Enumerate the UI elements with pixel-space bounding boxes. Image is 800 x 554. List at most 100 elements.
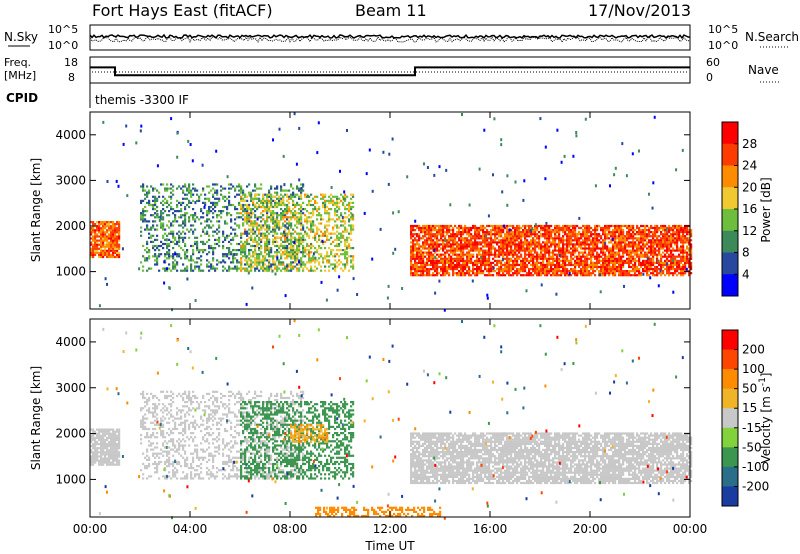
power-cell bbox=[498, 259, 501, 262]
power-cell bbox=[352, 228, 355, 231]
power-cell bbox=[446, 272, 449, 275]
power-cell bbox=[432, 247, 435, 250]
power-cell bbox=[140, 261, 143, 264]
power-cell bbox=[440, 233, 443, 236]
power-cell bbox=[570, 261, 573, 264]
power-cell bbox=[206, 210, 209, 213]
power-cell bbox=[632, 245, 635, 248]
power-cell bbox=[318, 261, 321, 264]
power-cell bbox=[604, 265, 607, 269]
power-cell bbox=[440, 237, 443, 240]
power-cell bbox=[580, 237, 583, 240]
power-cell bbox=[266, 269, 269, 272]
power-cell bbox=[150, 226, 153, 229]
power-cell bbox=[252, 199, 255, 202]
power-cell bbox=[482, 253, 485, 256]
power-cell bbox=[500, 265, 503, 269]
power-cell bbox=[574, 237, 577, 240]
power-cell bbox=[524, 226, 527, 230]
power-cell bbox=[280, 261, 283, 264]
power-cell bbox=[274, 244, 277, 248]
power-cell bbox=[276, 240, 279, 243]
power-cell bbox=[588, 253, 591, 256]
power-cell bbox=[190, 265, 193, 268]
power-cell bbox=[666, 272, 669, 275]
power-cell bbox=[424, 251, 427, 254]
power-cell bbox=[574, 268, 577, 271]
power-cell bbox=[454, 268, 457, 271]
power-cell bbox=[410, 229, 413, 232]
power-cell bbox=[636, 247, 639, 250]
power-cell bbox=[198, 197, 201, 200]
power-cell bbox=[438, 249, 441, 252]
power-cell bbox=[562, 251, 565, 254]
power-cell bbox=[496, 233, 499, 236]
power-cell bbox=[458, 272, 461, 275]
power-cell bbox=[634, 253, 637, 256]
power-cell bbox=[334, 253, 337, 256]
power-cell bbox=[232, 267, 235, 270]
power-cell bbox=[272, 222, 275, 225]
power-cell bbox=[560, 255, 563, 258]
power-cell bbox=[340, 267, 343, 270]
power-cell bbox=[414, 270, 417, 273]
power-cell bbox=[168, 226, 171, 229]
power-cell bbox=[652, 274, 655, 277]
power-cell bbox=[170, 232, 173, 235]
power-cell bbox=[192, 193, 195, 196]
power-cell bbox=[450, 245, 453, 248]
power-cell bbox=[502, 251, 505, 254]
power-cell bbox=[588, 247, 591, 250]
power-cell bbox=[146, 185, 149, 188]
power-cell bbox=[312, 230, 315, 233]
power-cell bbox=[100, 241, 103, 244]
power-cell bbox=[462, 265, 465, 269]
power-cell bbox=[496, 249, 499, 252]
power-cell bbox=[624, 272, 627, 275]
power-cell bbox=[584, 257, 587, 260]
power-cell bbox=[650, 247, 653, 250]
power-cell bbox=[276, 203, 279, 207]
power-cell bbox=[668, 235, 671, 238]
power-cell bbox=[260, 265, 263, 268]
power-cell bbox=[618, 224, 621, 228]
power-cell bbox=[92, 229, 95, 232]
power-cell bbox=[266, 203, 269, 207]
power-cell bbox=[284, 236, 287, 239]
power-cell bbox=[144, 249, 147, 252]
power-cell bbox=[286, 236, 289, 239]
power-cell bbox=[142, 210, 145, 213]
power-cell bbox=[262, 226, 265, 229]
power-cell bbox=[656, 261, 659, 264]
power-cell bbox=[416, 272, 419, 275]
power-cell bbox=[202, 269, 205, 272]
power-cell bbox=[428, 249, 431, 252]
power-cell bbox=[622, 233, 625, 236]
power-cell bbox=[414, 237, 417, 240]
power-cell bbox=[644, 261, 647, 264]
power-cell bbox=[600, 259, 603, 262]
power-cell bbox=[276, 253, 279, 256]
power-cell bbox=[516, 224, 519, 228]
power-cell bbox=[158, 269, 161, 272]
power-cell bbox=[504, 226, 507, 230]
power-cell bbox=[566, 272, 569, 275]
power-cell bbox=[546, 235, 549, 238]
power-cell bbox=[114, 227, 117, 230]
power-cell bbox=[584, 245, 587, 248]
power-cell bbox=[570, 231, 573, 234]
power-cell bbox=[516, 253, 519, 256]
power-cell bbox=[216, 191, 219, 194]
power-cell bbox=[268, 265, 271, 268]
power-cell bbox=[106, 221, 109, 224]
power-cell bbox=[272, 240, 275, 243]
power-cell bbox=[210, 247, 213, 250]
power-cell bbox=[598, 247, 601, 250]
power-cell bbox=[604, 251, 607, 254]
power-cell bbox=[652, 268, 655, 271]
power-cell bbox=[600, 265, 603, 269]
power-cell bbox=[248, 193, 251, 196]
power-cell bbox=[614, 272, 617, 275]
power-cell bbox=[594, 274, 597, 277]
power-cell bbox=[484, 231, 487, 234]
